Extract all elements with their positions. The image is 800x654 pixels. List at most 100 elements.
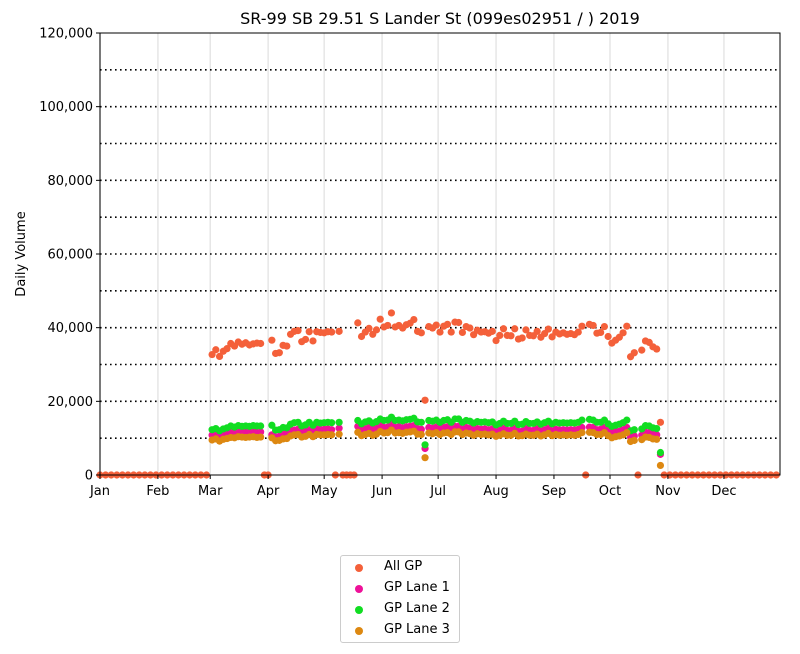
data-point (466, 324, 474, 332)
legend-marker-gp-lane-1 (355, 585, 363, 593)
legend-marker-gp-lane-3 (355, 627, 363, 635)
data-point (600, 322, 608, 331)
data-point (328, 419, 336, 427)
data-point (578, 322, 586, 330)
data-point (507, 332, 515, 340)
data-point (432, 321, 440, 329)
x-tick-label: Feb (146, 484, 169, 499)
y-tick-label: 60,000 (48, 248, 94, 263)
x-tick-label: Nov (655, 484, 681, 499)
legend-item-gp-lane-2[interactable]: GP Lane 2 (341, 600, 461, 620)
data-point (305, 328, 313, 336)
data-point (335, 424, 343, 432)
x-tick-label: Jul (429, 484, 446, 499)
data-point (268, 336, 276, 344)
data-point (578, 423, 586, 432)
data-point (604, 332, 612, 341)
data-point (376, 315, 384, 323)
data-point (283, 342, 291, 350)
data-point (544, 325, 552, 333)
legend: All GP GP Lane 1 GP Lane 2 GP Lane 3 (340, 555, 460, 643)
series-0 (96, 309, 780, 479)
data-point (499, 325, 508, 333)
legend-label: GP Lane 1 (384, 580, 450, 595)
data-point (354, 319, 362, 327)
grid (99, 33, 780, 475)
data-point (630, 426, 638, 434)
data-point (328, 328, 336, 336)
data-point (656, 418, 665, 426)
data-point (257, 428, 265, 436)
data-point (372, 326, 381, 334)
data-point (578, 416, 586, 424)
x-tick-label: Mar (198, 484, 223, 499)
data-point (257, 339, 265, 348)
data-point (533, 327, 541, 335)
data-point (522, 326, 530, 334)
data-point (417, 430, 425, 439)
x-tick-label: Jan (89, 484, 110, 499)
data-point (656, 448, 665, 457)
data-point (309, 337, 317, 345)
legend-marker-gp-lane-2 (355, 606, 363, 614)
series-2 (208, 413, 665, 457)
data-point (335, 327, 343, 335)
data-point (511, 325, 519, 333)
data-point (384, 321, 392, 330)
data-point (630, 436, 638, 444)
data-point (653, 345, 661, 353)
y-tick-label: 0 (85, 469, 93, 484)
data-point (455, 318, 463, 327)
y-tick-label: 20,000 (48, 395, 94, 410)
series-3 (208, 426, 665, 470)
data-point (597, 328, 605, 337)
data-point (619, 329, 627, 337)
legend-item-gp-lane-1[interactable]: GP Lane 1 (341, 579, 461, 599)
data-point (294, 327, 302, 335)
x-tick-label: Oct (599, 484, 621, 499)
data-point (212, 346, 220, 354)
x-tick-label: Apr (257, 484, 280, 499)
legend-marker-all-gp (355, 564, 363, 572)
data-point (496, 331, 504, 340)
data-point (488, 327, 496, 335)
legend-item-gp-lane-3[interactable]: GP Lane 3 (341, 621, 461, 641)
y-axis-label: Daily Volume (14, 211, 29, 296)
x-tick-label: May (311, 484, 338, 499)
data-point (257, 422, 265, 430)
data-point (518, 334, 526, 342)
data-point (623, 416, 631, 424)
data-point (656, 461, 665, 470)
data-point (623, 322, 631, 330)
data-point (301, 335, 310, 344)
axis-ticks: 0 20,000 40,000 60,000 80,000 100,000 120,000 J… (39, 27, 736, 500)
data-point (257, 433, 265, 441)
data-point (623, 429, 631, 437)
data-point (653, 435, 661, 443)
data-point (421, 396, 429, 404)
data-point (443, 320, 452, 328)
data-point (275, 349, 283, 357)
data-point (630, 349, 638, 357)
x-tick-label: Jun (371, 484, 392, 499)
data-point (387, 309, 396, 317)
data-point (458, 328, 467, 337)
data-point (447, 328, 455, 336)
data-point (638, 346, 646, 354)
data-point (335, 430, 343, 438)
chart-title: SR-99 SB 29.51 S Lander St (099es02951 /… (240, 9, 640, 28)
x-tick-label: Dec (711, 484, 736, 499)
x-tick-label: Sep (542, 484, 567, 499)
data-points (96, 309, 780, 479)
legend-label: All GP (384, 559, 423, 574)
data-point (653, 424, 661, 433)
y-tick-label: 100,000 (39, 100, 93, 115)
data-point (417, 329, 425, 337)
legend-label: GP Lane 2 (384, 601, 450, 616)
legend-item-all-gp[interactable]: All GP (341, 558, 461, 578)
y-tick-label: 120,000 (39, 27, 93, 42)
data-point (436, 328, 444, 336)
data-point (335, 418, 343, 426)
